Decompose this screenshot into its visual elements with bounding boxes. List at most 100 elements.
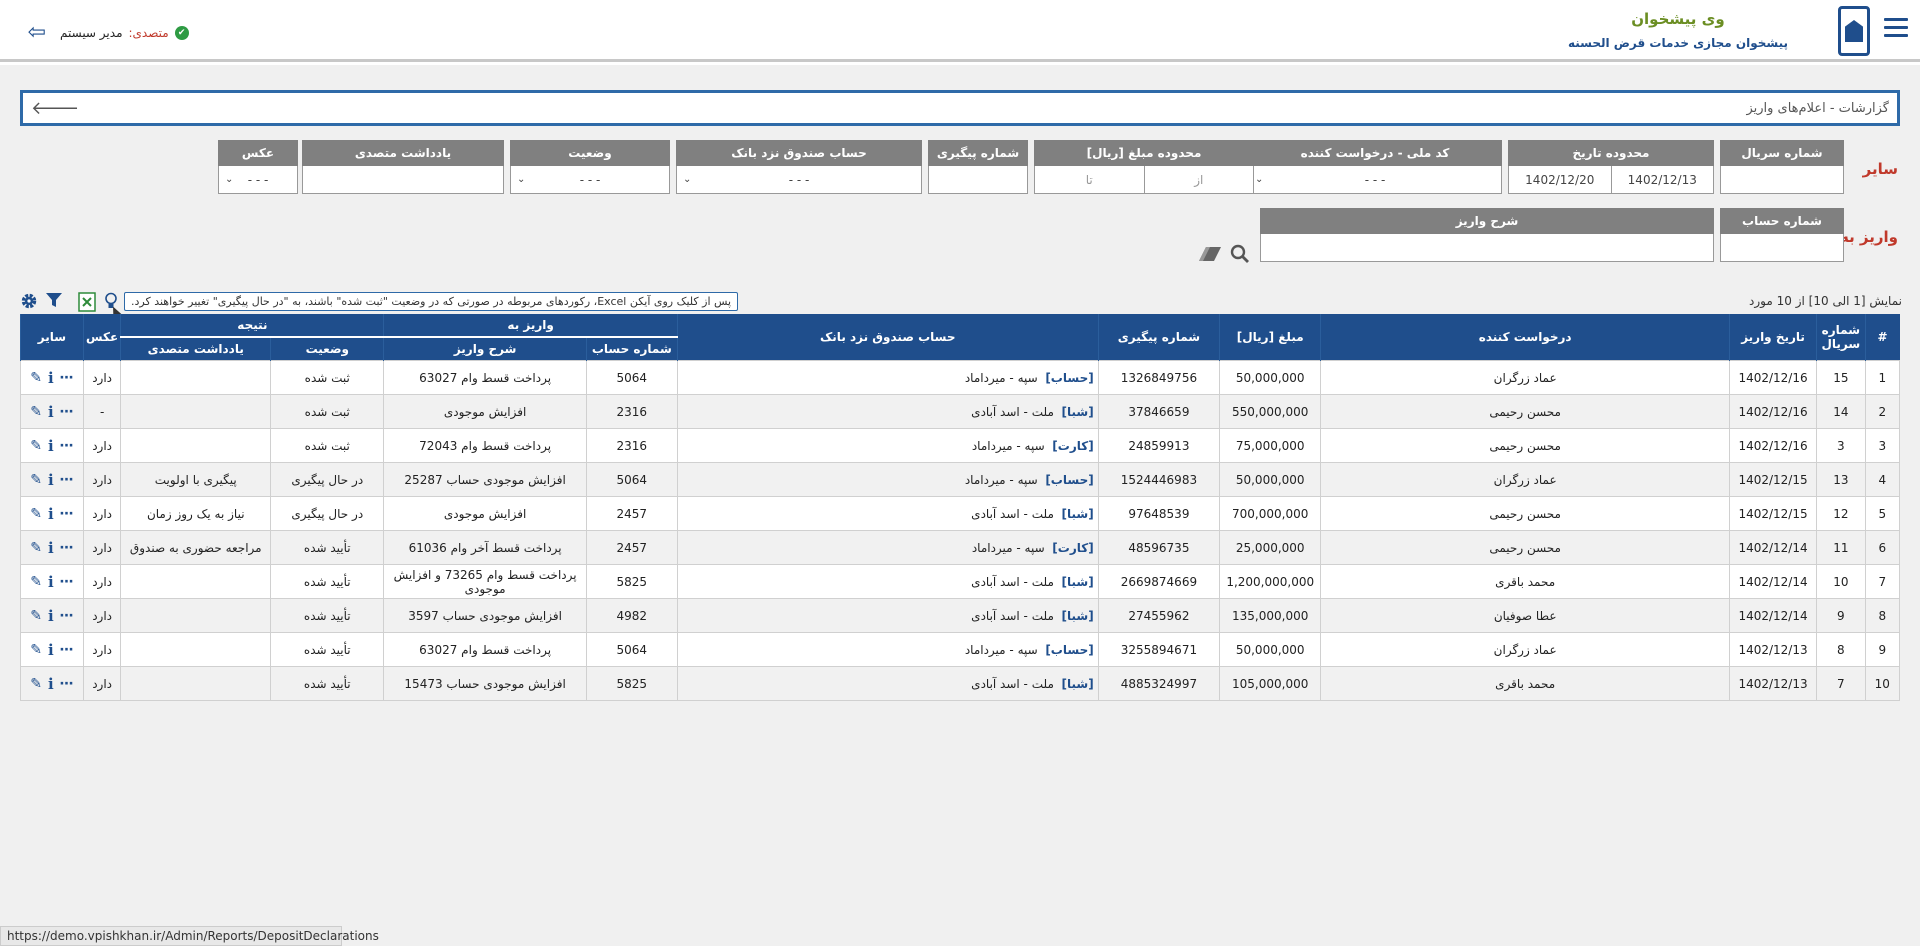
cell-photo: -	[82, 394, 122, 429]
more-icon[interactable]: ⋯	[59, 607, 74, 624]
excel-icon[interactable]	[78, 292, 96, 312]
bank-name: سپه - میرداماد	[971, 540, 1045, 555]
filter-photo: عکس - - - ⌄	[218, 140, 298, 194]
cell-bank: [شبا] ملت - اسد آبادی	[676, 564, 1099, 599]
col-serial: شماره سریال	[1816, 314, 1866, 361]
cell-desc: افزایش موجودی حساب 15473	[383, 666, 587, 701]
cell-date: 1402/12/16	[1729, 394, 1818, 429]
excel-tooltip: پس از کلیک روی آیکن Excel، رکوردهای مربو…	[124, 292, 739, 311]
national-code-select[interactable]: - - - ⌄	[1249, 166, 1501, 193]
cell-note	[120, 360, 272, 395]
more-icon[interactable]: ⋯	[59, 471, 74, 488]
info-icon[interactable]: i	[47, 436, 54, 455]
info-icon[interactable]: i	[47, 606, 54, 625]
info-icon[interactable]: i	[47, 640, 54, 659]
cell-amount: 75,000,000	[1219, 428, 1322, 463]
status-select[interactable]: - - - ⌄	[511, 166, 669, 193]
edit-icon[interactable]: ✎	[30, 539, 42, 556]
filter-row-label-other: سایر	[1862, 160, 1898, 178]
cell-account-no: 4982	[585, 598, 678, 633]
more-icon[interactable]: ⋯	[59, 403, 74, 420]
info-icon[interactable]: i	[47, 470, 54, 489]
edit-icon[interactable]: ✎	[30, 437, 42, 454]
edit-icon[interactable]: ✎	[30, 641, 42, 658]
edit-icon[interactable]: ✎	[30, 505, 42, 522]
photo-select[interactable]: - - - ⌄	[219, 166, 297, 193]
edit-icon[interactable]: ✎	[30, 403, 42, 420]
cell-hash: 6	[1864, 530, 1901, 565]
cell-photo: دارد	[82, 598, 122, 633]
serial-input[interactable]	[1720, 166, 1844, 194]
tracking-input[interactable]	[928, 166, 1028, 194]
cell-hash: 3	[1864, 428, 1901, 463]
hamburger-icon[interactable]	[1884, 18, 1908, 38]
cell-amount: 50,000,000	[1219, 462, 1322, 497]
more-icon[interactable]: ⋯	[59, 539, 74, 556]
cell-photo: دارد	[82, 632, 122, 667]
more-icon[interactable]: ⋯	[59, 641, 74, 658]
bank-name: ملت - اسد آبادی	[971, 608, 1054, 623]
cell-account-no: 5064	[585, 360, 678, 395]
amount-from-input[interactable]: از	[1194, 172, 1204, 187]
cell-amount: 550,000,000	[1219, 394, 1322, 429]
deposit-desc-input[interactable]	[1260, 234, 1714, 262]
date-from-input[interactable]: 1402/12/13	[1627, 172, 1697, 187]
date-to-input[interactable]: 1402/12/20	[1509, 166, 1612, 193]
note-input[interactable]	[302, 166, 504, 194]
filter-icon[interactable]	[46, 292, 62, 308]
bank-name: ملت - اسد آبادی	[971, 404, 1054, 419]
info-icon[interactable]: i	[47, 402, 54, 421]
info-icon[interactable]: i	[47, 674, 54, 693]
cell-requester: محسن رحیمی	[1320, 496, 1731, 531]
bank-account-type: [شبا]	[1061, 608, 1094, 623]
edit-icon[interactable]: ✎	[30, 675, 42, 692]
cell-requester: عماد زرگران	[1320, 462, 1731, 497]
back-arrow-icon[interactable]: 🡐	[31, 97, 80, 119]
table-row: 3 3 1402/12/16 محسن رحیمی 75,000,000 24859913…	[20, 428, 1901, 463]
cell-bank: [حساب] سپه - میرداماد	[676, 360, 1099, 395]
cell-serial: 13	[1816, 462, 1866, 497]
cell-account-no: 5064	[585, 462, 678, 497]
amount-to-input[interactable]: تا	[1035, 166, 1145, 193]
account-number-input[interactable]	[1720, 234, 1844, 262]
bank-account-type: [حساب]	[1045, 370, 1094, 385]
cell-date: 1402/12/16	[1729, 428, 1818, 463]
edit-icon[interactable]: ✎	[30, 369, 42, 386]
filter-date-label: محدوده تاریخ	[1508, 140, 1714, 166]
cell-requester: محمد باقری	[1320, 564, 1731, 599]
gear-icon[interactable]	[20, 292, 38, 310]
cell-photo: دارد	[82, 428, 122, 463]
cell-account-no: 5825	[585, 564, 678, 599]
edit-icon[interactable]: ✎	[30, 573, 42, 590]
record-count: نمایش [1 الی 10] از 10 مورد	[1749, 294, 1902, 308]
more-icon[interactable]: ⋯	[59, 369, 74, 386]
cell-tracking: 4885324997	[1097, 666, 1221, 701]
more-icon[interactable]: ⋯	[59, 505, 74, 522]
info-icon[interactable]: i	[47, 538, 54, 557]
info-icon[interactable]: i	[47, 368, 54, 387]
cell-date: 1402/12/15	[1729, 496, 1818, 531]
cell-requester: محسن رحیمی	[1320, 428, 1731, 463]
info-icon[interactable]: i	[47, 504, 54, 523]
filter-tracking: شماره پیگیری	[928, 140, 1028, 194]
cell-bank: [شبا] ملت - اسد آبادی	[676, 598, 1099, 633]
lightbulb-icon[interactable]	[104, 292, 118, 310]
more-icon[interactable]: ⋯	[59, 573, 74, 590]
eraser-icon[interactable]	[1198, 246, 1222, 262]
filter-national-code: کد ملی - درخواست کننده - - - ⌄	[1248, 140, 1502, 194]
cell-tracking: 27455962	[1097, 598, 1221, 633]
bank-account-select[interactable]: - - - ⌄	[677, 166, 921, 193]
table-row: 1 15 1402/12/16 عماد زرگران 50,000,000 132684…	[20, 360, 1901, 395]
edit-icon[interactable]: ✎	[30, 471, 42, 488]
cell-status: تأیید شده	[270, 666, 385, 701]
search-icon[interactable]	[1230, 244, 1250, 264]
more-icon[interactable]: ⋯	[59, 675, 74, 692]
logout-icon[interactable]: ⇦	[27, 20, 46, 45]
more-icon[interactable]: ⋯	[59, 437, 74, 454]
edit-icon[interactable]: ✎	[30, 607, 42, 624]
cell-photo: دارد	[82, 666, 122, 701]
info-icon[interactable]: i	[47, 572, 54, 591]
col-amount: مبلغ [ریال]	[1219, 314, 1321, 361]
chevron-down-icon: ⌄	[683, 174, 692, 185]
filter-national-code-label: کد ملی - درخواست کننده	[1248, 140, 1502, 166]
